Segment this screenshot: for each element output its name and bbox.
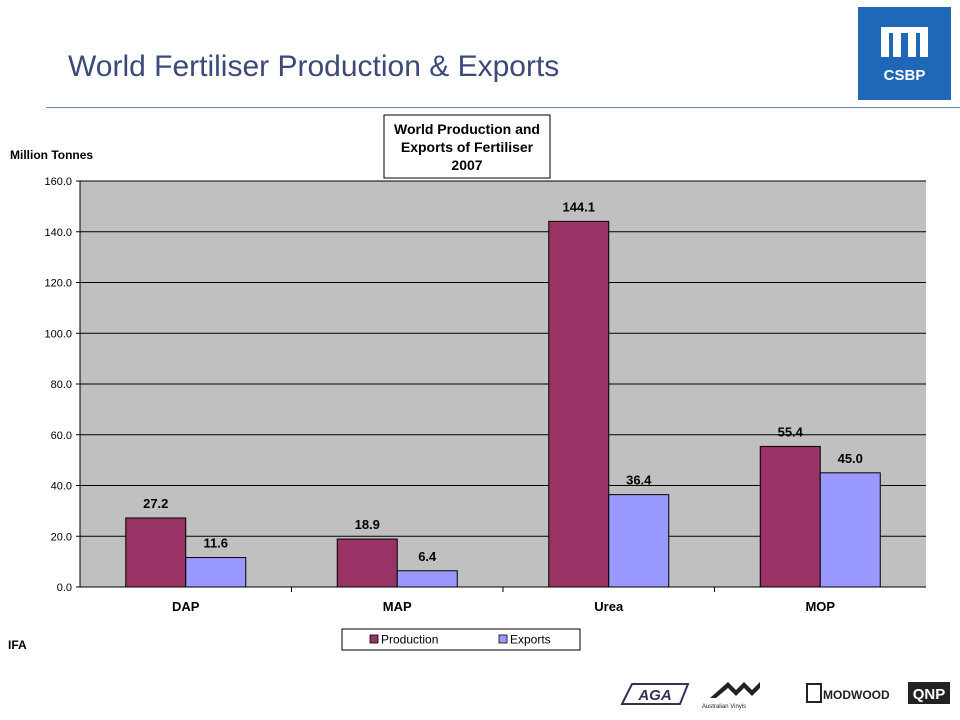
bar-production-map	[336, 538, 398, 588]
x-category-label: MOP	[805, 599, 835, 614]
y-tick-label: 80.0	[51, 379, 72, 391]
bars	[125, 220, 881, 588]
modwood-logo-text: MODWOOD	[823, 688, 890, 702]
legend-label-production: Production	[381, 633, 438, 647]
modwood-logo: MODWOOD	[806, 683, 890, 703]
y-tick-label: 60.0	[51, 430, 72, 442]
y-axis-label: Million Tonnes	[10, 148, 93, 162]
legend-label-exports: Exports	[510, 633, 551, 647]
footer-logos: AGA Australian Vinyls MODWOOD QNP	[620, 682, 950, 710]
x-category-labels: DAP MAP Urea MOP	[172, 599, 835, 614]
y-tick-label: 100.0	[44, 328, 72, 340]
slide-title: World Fertiliser Production & Exports	[68, 50, 560, 83]
x-category-label: DAP	[172, 599, 200, 614]
data-label: 144.1	[562, 199, 595, 214]
bar-exports-dap	[185, 557, 247, 588]
aga-logo: AGA	[620, 683, 690, 705]
data-label: 45.0	[838, 451, 863, 466]
bar-production-urea	[548, 220, 610, 588]
bar-production-dap	[125, 517, 187, 588]
y-tick-label: 120.0	[44, 278, 72, 290]
source-label: IFA	[8, 638, 27, 652]
australian-vinyls-logo-text: Australian Vinyls	[702, 704, 746, 710]
data-label: 18.9	[355, 517, 380, 532]
x-category-label: Urea	[594, 599, 624, 614]
bar-exports-map	[396, 570, 458, 588]
data-label: 11.6	[203, 536, 228, 551]
csbp-logo-icon: CSBP	[881, 27, 928, 84]
gridlines	[80, 180, 926, 537]
chart-title-box: World Production and Exports of Fertilis…	[383, 114, 551, 179]
chart-title-line-1: World Production and	[394, 121, 540, 137]
y-tick-label: 140.0	[44, 227, 72, 239]
title-divider	[46, 107, 960, 108]
y-tick-label: 20.0	[51, 531, 72, 543]
bar-exports-mop	[819, 472, 881, 588]
x-category-label: MAP	[383, 599, 412, 614]
legend: Production Exports	[341, 628, 581, 651]
chart-title-line-3: 2007	[451, 157, 482, 173]
data-labels: 27.2 11.6 18.9 6.4 144.1 36.4 55.4 45.0	[143, 199, 863, 563]
legend-swatch-exports	[498, 634, 508, 644]
australian-vinyls-logo: Australian Vinyls	[702, 682, 760, 710]
y-tick-label: 40.0	[51, 481, 72, 493]
y-tick-label: 160.0	[44, 176, 72, 188]
data-label: 6.4	[418, 549, 437, 564]
legend-swatch-production	[369, 634, 379, 644]
csbp-logo: CSBP	[858, 7, 951, 100]
y-tick-labels: 0.0 20.0 40.0 60.0 80.0 100.0 120.0 140.0 160.0	[44, 176, 72, 594]
qnp-logo: QNP	[908, 682, 950, 704]
fertiliser-bar-chart: World Production and Exports of Fertilis…	[8, 114, 926, 652]
data-label: 36.4	[626, 473, 652, 488]
csbp-logo-text: CSBP	[884, 67, 926, 84]
chart-title-line-2: Exports of Fertiliser	[401, 139, 534, 155]
axes	[76, 180, 926, 592]
qnp-logo-text: QNP	[913, 686, 946, 703]
y-tick-label: 0.0	[57, 582, 72, 594]
aga-logo-text: AGA	[637, 687, 671, 704]
bar-production-mop	[759, 445, 821, 588]
data-label: 55.4	[778, 424, 804, 439]
data-label: 27.2	[143, 496, 168, 511]
bar-exports-urea	[608, 494, 670, 588]
